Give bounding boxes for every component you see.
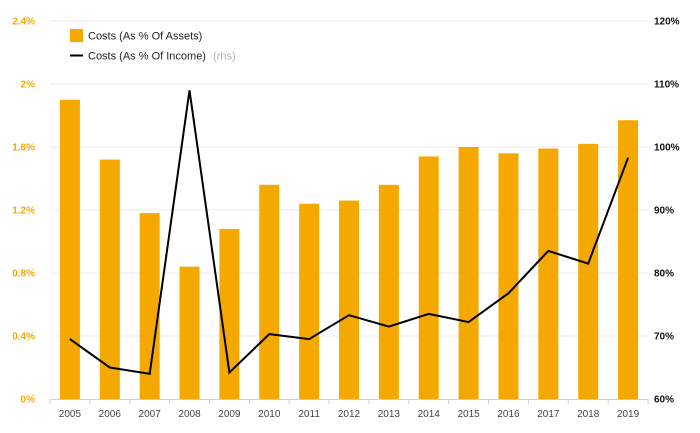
x-tick-label: 2014 (418, 409, 441, 420)
bar (99, 159, 120, 399)
x-tick-label: 2019 (617, 409, 640, 420)
line-series (69, 90, 630, 375)
x-tick-label: 2018 (577, 409, 600, 420)
bar (378, 184, 399, 399)
bar (139, 213, 160, 399)
legend-label-line: Costs (As % Of Income) (rhs) (88, 51, 236, 63)
y-left-tick-label: 0.4% (12, 332, 35, 343)
y-right-tick-label: 70% (654, 332, 674, 343)
bar (458, 147, 479, 399)
y-right-tick-label: 90% (654, 206, 674, 217)
bar (418, 156, 439, 399)
y-right-tick-label: 120% (654, 17, 680, 28)
bar (339, 200, 359, 399)
bar (59, 99, 80, 399)
bar (219, 228, 240, 399)
x-tick-label: 2016 (497, 409, 520, 420)
y-right-tick-label: 100% (654, 143, 680, 154)
x-tick-label: 2008 (178, 409, 201, 420)
bar (538, 148, 559, 399)
y-left-tick-label: 1.6% (12, 143, 35, 154)
x-tick-label: 2005 (59, 409, 82, 420)
bar (618, 120, 639, 399)
x-tick-label: 2010 (258, 409, 281, 420)
x-tick-label: 2012 (338, 409, 361, 420)
x-tick-label: 2011 (298, 409, 320, 420)
bar (179, 266, 200, 399)
legend-rhs-note: (rhs) (213, 51, 236, 63)
x-tick-label: 2015 (457, 409, 480, 420)
x-tick-label: 2007 (139, 409, 162, 420)
bar (578, 143, 599, 399)
y-right-tick-label: 80% (654, 269, 674, 280)
y-left-tick-label: 0.8% (12, 269, 35, 280)
y-left-tick-label: 1.2% (12, 206, 35, 217)
axes: 0% 60% 0.4% 70% 0.8% 80% 1.2% 90% 1.6% 100% 2% 110%… (12, 17, 679, 421)
legend-swatch-bar (70, 29, 83, 42)
y-left-tick-label: 2.4% (12, 17, 35, 28)
x-tick-label: 2009 (218, 409, 241, 420)
bar (498, 153, 519, 399)
x-tick-label: 2006 (99, 409, 122, 420)
bar-series (59, 99, 639, 399)
y-right-tick-label: 110% (654, 80, 679, 91)
legend-label-line-text: Costs (As % Of Income) (88, 51, 206, 63)
bar (259, 184, 280, 399)
legend-label-bar: Costs (As % Of Assets) (88, 31, 202, 43)
y-right-tick-label: 60% (654, 395, 674, 406)
y-left-tick-label: 2% (21, 80, 36, 91)
y-left-tick-label: 0% (21, 395, 36, 406)
legend: Costs (As % Of Assets) Costs (As % Of In… (70, 29, 236, 63)
bar (299, 203, 320, 399)
x-tick-label: 2013 (378, 409, 401, 420)
x-tick-label: 2017 (537, 409, 560, 420)
